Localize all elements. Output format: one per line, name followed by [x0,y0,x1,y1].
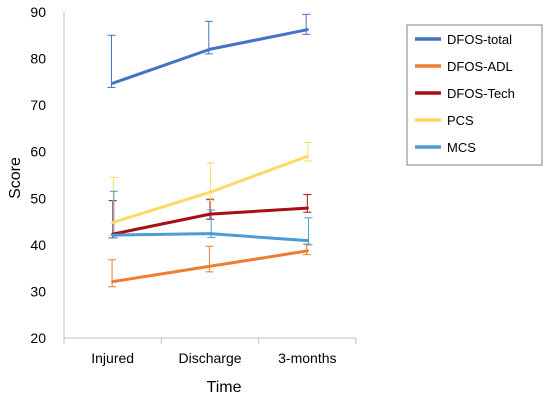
x-tick-label: Injured [91,350,134,366]
error-bar [206,162,215,202]
series-line [111,249,309,284]
legend-label: DFOS-ADL [447,59,513,74]
x-tick-label: 3-months [278,350,336,366]
legend-item: DFOS-total [415,32,512,47]
series-line [111,28,309,85]
error-bar [303,141,312,162]
y-tick-label: 70 [30,97,46,113]
legend-item: DFOS-ADL [415,59,513,74]
y-tick-label: 90 [30,4,46,20]
x-tick-labels: Injured Discharge 3-months [91,350,336,366]
legend-item: DFOS-Tech [415,86,515,101]
series-line [111,232,309,243]
legend: DFOS-total DFOS-ADL DFOS-Tech PCS MCS [406,24,543,166]
error-bar [302,243,311,256]
y-tick-label: 40 [30,237,46,253]
legend-item: MCS [415,140,476,155]
series-line [111,206,309,236]
y-tick-labels: 20 30 40 50 60 70 80 90 [30,4,46,346]
y-axis-title: Score [7,157,24,199]
error-bars [107,13,313,288]
chart-axes [63,12,357,344]
error-bar [107,34,116,88]
y-tick-label: 50 [30,190,46,206]
legend-item: PCS [415,113,474,128]
y-tick-label: 60 [30,144,46,160]
legend-label: PCS [447,113,474,128]
x-axis-title: Time [207,379,242,396]
y-tick-label: 20 [30,330,46,346]
x-tick-label: Discharge [178,350,241,366]
y-tick-label: 80 [30,51,46,67]
legend-label: DFOS-total [447,32,512,47]
series-line [111,154,309,225]
error-bar [206,198,214,220]
legend-label: DFOS-Tech [447,86,515,101]
series-lines [111,28,309,284]
error-bar [109,176,118,237]
legend-box [406,24,543,166]
error-bar [109,190,118,239]
legend-label: MCS [447,140,476,155]
y-tick-label: 30 [30,283,46,299]
